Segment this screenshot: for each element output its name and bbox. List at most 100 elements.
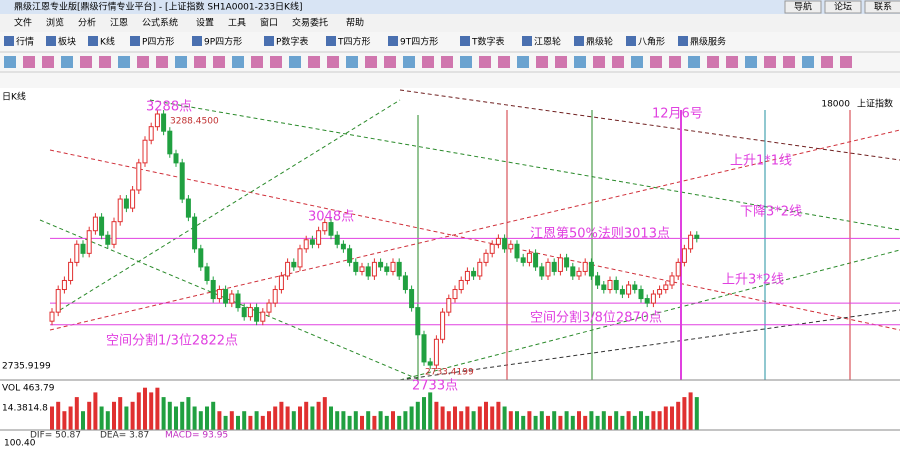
tool-icon[interactable]: [251, 56, 263, 68]
menu-item[interactable]: 文件: [14, 17, 32, 29]
window-button[interactable]: [824, 0, 862, 14]
tool-icon[interactable]: [80, 56, 92, 68]
window-button-label[interactable]: 联系: [874, 2, 892, 13]
toolbar-icon[interactable]: [574, 36, 584, 46]
tool-icon[interactable]: [194, 56, 206, 68]
toolbar-item[interactable]: 鼎级轮: [586, 36, 613, 48]
tool-icon[interactable]: [308, 56, 320, 68]
tool-icon[interactable]: [23, 56, 35, 68]
tool-icon[interactable]: [232, 56, 244, 68]
tool-icon[interactable]: [840, 56, 852, 68]
tool-icon[interactable]: [384, 56, 396, 68]
tool-icon[interactable]: [688, 56, 700, 68]
tool-icon[interactable]: [4, 56, 16, 68]
toolbar-icon[interactable]: [678, 36, 688, 46]
toolbar-icon[interactable]: [460, 36, 470, 46]
tool-icon[interactable]: [517, 56, 529, 68]
toolbar-item[interactable]: T四方形: [337, 36, 371, 48]
toolbar-item[interactable]: 9P四方形: [204, 36, 242, 48]
toolbar-item[interactable]: P四方形: [142, 36, 174, 48]
tool-icon[interactable]: [574, 56, 586, 68]
toolbar-icon[interactable]: [626, 36, 636, 46]
tool-icon[interactable]: [156, 56, 168, 68]
tool-icon[interactable]: [612, 56, 624, 68]
toolbar-icon[interactable]: [388, 36, 398, 46]
tool-icon[interactable]: [327, 56, 339, 68]
menu-item[interactable]: 设置: [196, 18, 214, 29]
toolbar-item[interactable]: 9T四方形: [400, 36, 438, 48]
candle: [328, 222, 334, 236]
candle: [260, 311, 266, 322]
candle: [613, 279, 619, 291]
tool-icon[interactable]: [403, 56, 415, 68]
tool-icon[interactable]: [707, 56, 719, 68]
volume-bar: [242, 411, 247, 430]
toolbar-icon[interactable]: [326, 36, 336, 46]
toolbar-item[interactable]: T数字表: [471, 36, 505, 48]
volume-bar: [366, 411, 371, 430]
tool-icon[interactable]: [460, 56, 472, 68]
toolbar-icon[interactable]: [192, 36, 202, 46]
toolbar-icon[interactable]: [46, 36, 56, 46]
tool-icon[interactable]: [42, 56, 54, 68]
tool-icon[interactable]: [669, 56, 681, 68]
tool-icon[interactable]: [289, 56, 301, 68]
volume-bar: [657, 411, 662, 430]
toolbar-icon[interactable]: [522, 36, 532, 46]
tool-icon[interactable]: [213, 56, 225, 68]
candle: [650, 293, 656, 304]
tool-icon[interactable]: [175, 56, 187, 68]
tool-icon[interactable]: [821, 56, 833, 68]
window-button-label[interactable]: 论坛: [834, 1, 852, 13]
tool-icon[interactable]: [536, 56, 548, 68]
tool-icon[interactable]: [498, 56, 510, 68]
tool-icon[interactable]: [802, 56, 814, 68]
tool-icon[interactable]: [422, 56, 434, 68]
tool-icon[interactable]: [650, 56, 662, 68]
window-button-label[interactable]: 导航: [794, 1, 812, 13]
tool-icon[interactable]: [99, 56, 111, 68]
tool-icon[interactable]: [593, 56, 605, 68]
toolbar-item[interactable]: 鼎级服务: [690, 36, 726, 48]
window-button[interactable]: [864, 0, 900, 14]
volume-bar: [415, 401, 420, 430]
menu-item[interactable]: 江恩: [110, 18, 128, 29]
menu-item[interactable]: 窗口: [260, 17, 278, 29]
volume-bar: [236, 415, 240, 430]
toolbar-icon[interactable]: [130, 36, 140, 46]
tool-icon[interactable]: [745, 56, 757, 68]
tool-icon[interactable]: [764, 56, 776, 68]
toolbar-icon[interactable]: [4, 36, 14, 46]
volume-bar: [434, 401, 439, 430]
menu-item[interactable]: 分析: [78, 17, 96, 29]
tool-icon[interactable]: [726, 56, 738, 68]
toolbar-item[interactable]: 行情: [16, 36, 34, 48]
tool-icon[interactable]: [137, 56, 149, 68]
window-button[interactable]: [784, 0, 822, 14]
menu-item[interactable]: 浏览: [46, 17, 64, 29]
tool-icon[interactable]: [270, 56, 282, 68]
tool-icon[interactable]: [118, 56, 130, 68]
toolbar-item[interactable]: K线: [100, 36, 115, 48]
toolbar-item[interactable]: P数字表: [276, 36, 308, 48]
tool-icon[interactable]: [365, 56, 377, 68]
menu-item[interactable]: 交易委托: [292, 17, 328, 29]
volume-bar: [285, 406, 290, 430]
candle: [111, 221, 117, 245]
menu-item[interactable]: 工具: [228, 18, 246, 29]
toolbar-item[interactable]: 板块: [58, 36, 76, 48]
tool-icon[interactable]: [346, 56, 358, 68]
tool-icon[interactable]: [479, 56, 491, 68]
tool-icon[interactable]: [555, 56, 567, 68]
tool-icon[interactable]: [631, 56, 643, 68]
menu-item[interactable]: 帮助: [346, 17, 364, 29]
left-label: VOL 463.79: [2, 384, 55, 394]
menu-item[interactable]: 公式系统: [142, 17, 178, 29]
tool-icon[interactable]: [61, 56, 73, 68]
toolbar-icon[interactable]: [88, 36, 98, 46]
tool-icon[interactable]: [441, 56, 453, 68]
toolbar-icon[interactable]: [264, 36, 274, 46]
toolbar-item[interactable]: 八角形: [638, 36, 665, 48]
toolbar-item[interactable]: 江恩轮: [534, 36, 561, 48]
tool-icon[interactable]: [783, 56, 795, 68]
